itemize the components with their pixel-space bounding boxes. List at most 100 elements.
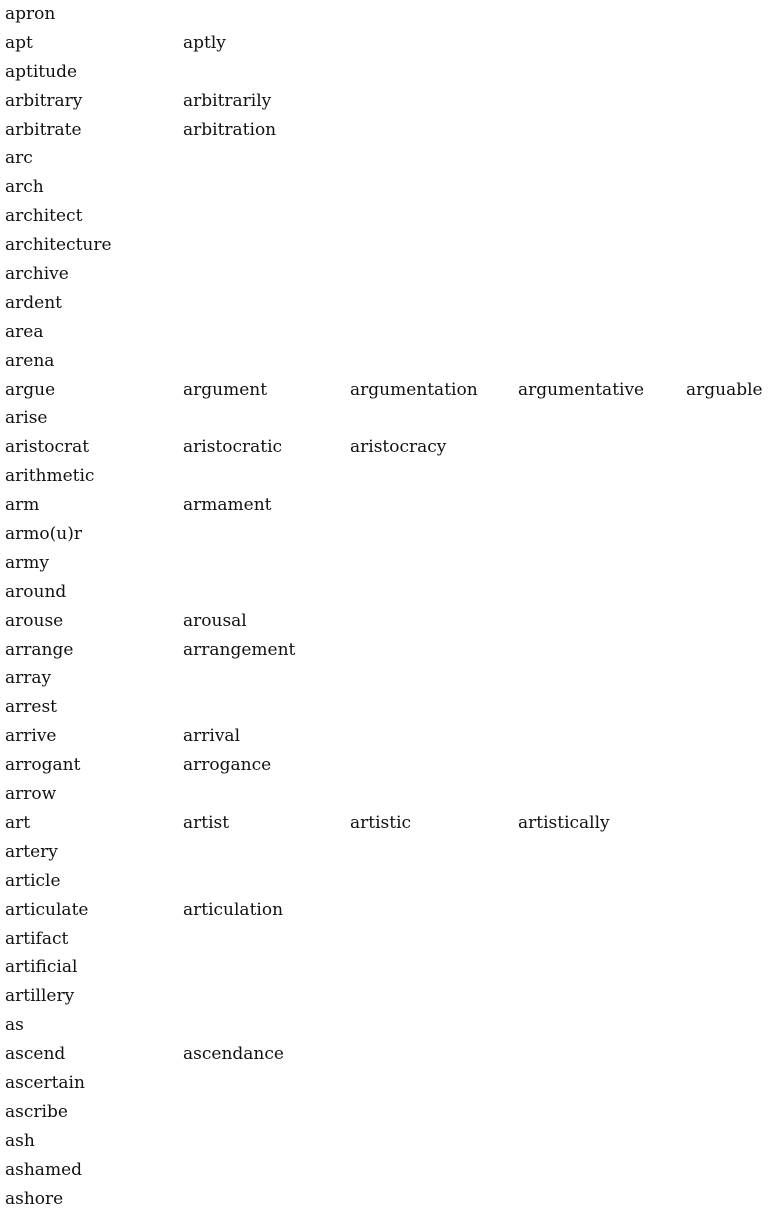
headword: archive [5, 264, 69, 285]
derived-word: artistically [518, 812, 610, 833]
headword: arise [5, 408, 48, 429]
word-row: arrest [5, 693, 768, 722]
derived-word: arrogance [183, 755, 272, 776]
headword: ascribe [5, 1101, 68, 1122]
headword: arc [5, 148, 33, 169]
word-row: ascend ascendance [5, 1040, 768, 1069]
word-row: artifact [5, 925, 768, 954]
word-row: area [5, 318, 768, 347]
derived-word: ascendance [183, 1044, 284, 1065]
derived-word: aristocracy [350, 437, 447, 458]
word-row: arbitrate arbitration [5, 116, 768, 145]
headword: ardent [5, 292, 62, 313]
word-row: architecture [5, 231, 768, 260]
headword: aristocrat [5, 437, 90, 458]
word-row: artificial [5, 953, 768, 982]
headword: aptitude [5, 61, 78, 82]
word-row: argue argument argumentation argumentative a… [5, 376, 768, 405]
headword: arrive [5, 726, 57, 747]
word-row: ash [5, 1127, 768, 1156]
word-row: ashore [5, 1185, 768, 1214]
word-row: architect [5, 202, 768, 231]
headword: arrogant [5, 755, 81, 776]
headword: article [5, 870, 61, 891]
headword: artery [5, 841, 58, 862]
word-row: art artist artistic artistically [5, 809, 768, 838]
word-row: ascribe [5, 1098, 768, 1127]
headword: array [5, 668, 52, 689]
headword: architect [5, 206, 83, 227]
headword: art [5, 812, 31, 833]
headword: arena [5, 350, 55, 371]
headword: arbitrary [5, 90, 83, 111]
word-row: ardent [5, 289, 768, 318]
headword: arouse [5, 610, 64, 631]
headword: artillery [5, 986, 75, 1007]
word-row: arrange arrangement [5, 636, 768, 665]
headword: armo(u)r [5, 524, 82, 545]
word-row: articulate articulation [5, 896, 768, 925]
word-row: arrive arrival [5, 722, 768, 751]
word-row: apt aptly [5, 29, 768, 58]
word-row: artillery [5, 982, 768, 1011]
word-row: around [5, 578, 768, 607]
headword: argue [5, 379, 56, 400]
word-row: arise [5, 404, 768, 433]
word-row: ashamed [5, 1156, 768, 1185]
headword: artificial [5, 957, 78, 978]
word-row: arouse arousal [5, 607, 768, 636]
word-row: apron [5, 0, 768, 29]
headword: arithmetic [5, 466, 95, 487]
derived-word: arbitration [183, 119, 277, 140]
headword: ash [5, 1130, 35, 1151]
headword: ashamed [5, 1159, 83, 1180]
derived-word: articulation [183, 899, 284, 920]
word-row: aptitude [5, 58, 768, 87]
word-row: arch [5, 173, 768, 202]
derived-word: arbitrarily [183, 90, 272, 111]
word-row: arrogant arrogance [5, 751, 768, 780]
derived-word: arousal [183, 610, 247, 631]
headword: artifact [5, 928, 69, 949]
word-row: army [5, 549, 768, 578]
derived-word: arrival [183, 726, 241, 747]
derived-word: aristocratic [183, 437, 283, 458]
word-row: arc [5, 144, 768, 173]
word-row: arrow [5, 780, 768, 809]
derived-word: artist [183, 812, 230, 833]
headword: arrow [5, 784, 57, 805]
word-row: aristocrat aristocratic aristocracy [5, 433, 768, 462]
headword: articulate [5, 899, 89, 920]
word-row: artery [5, 838, 768, 867]
derived-word: artistic [350, 812, 412, 833]
word-row: arena [5, 347, 768, 376]
headword: area [5, 321, 44, 342]
headword: arbitrate [5, 119, 82, 140]
word-row: arbitrary arbitrarily [5, 87, 768, 116]
word-row: arithmetic [5, 462, 768, 491]
word-row: article [5, 867, 768, 896]
headword: arm [5, 495, 40, 516]
word-row: array [5, 664, 768, 693]
headword: around [5, 581, 67, 602]
derived-word: argument [183, 379, 268, 400]
headword: arch [5, 177, 44, 198]
headword: as [5, 1015, 24, 1036]
word-row: archive [5, 260, 768, 289]
headword: army [5, 552, 49, 573]
word-row: ascertain [5, 1069, 768, 1098]
headword: arrest [5, 697, 58, 718]
word-list: apron apt aptly aptitude arbitrary arbitraril… [5, 0, 768, 1213]
headword: architecture [5, 235, 112, 256]
headword: ashore [5, 1188, 64, 1209]
derived-word: argumentative [518, 379, 645, 400]
word-row: as [5, 1011, 768, 1040]
headword: ascertain [5, 1072, 85, 1093]
derived-word: argumentation [350, 379, 478, 400]
headword: ascend [5, 1044, 66, 1065]
derived-word: aptly [183, 32, 226, 53]
headword: arrange [5, 639, 74, 660]
derived-word: armament [183, 495, 272, 516]
word-row: armo(u)r [5, 520, 768, 549]
word-row: arm armament [5, 491, 768, 520]
